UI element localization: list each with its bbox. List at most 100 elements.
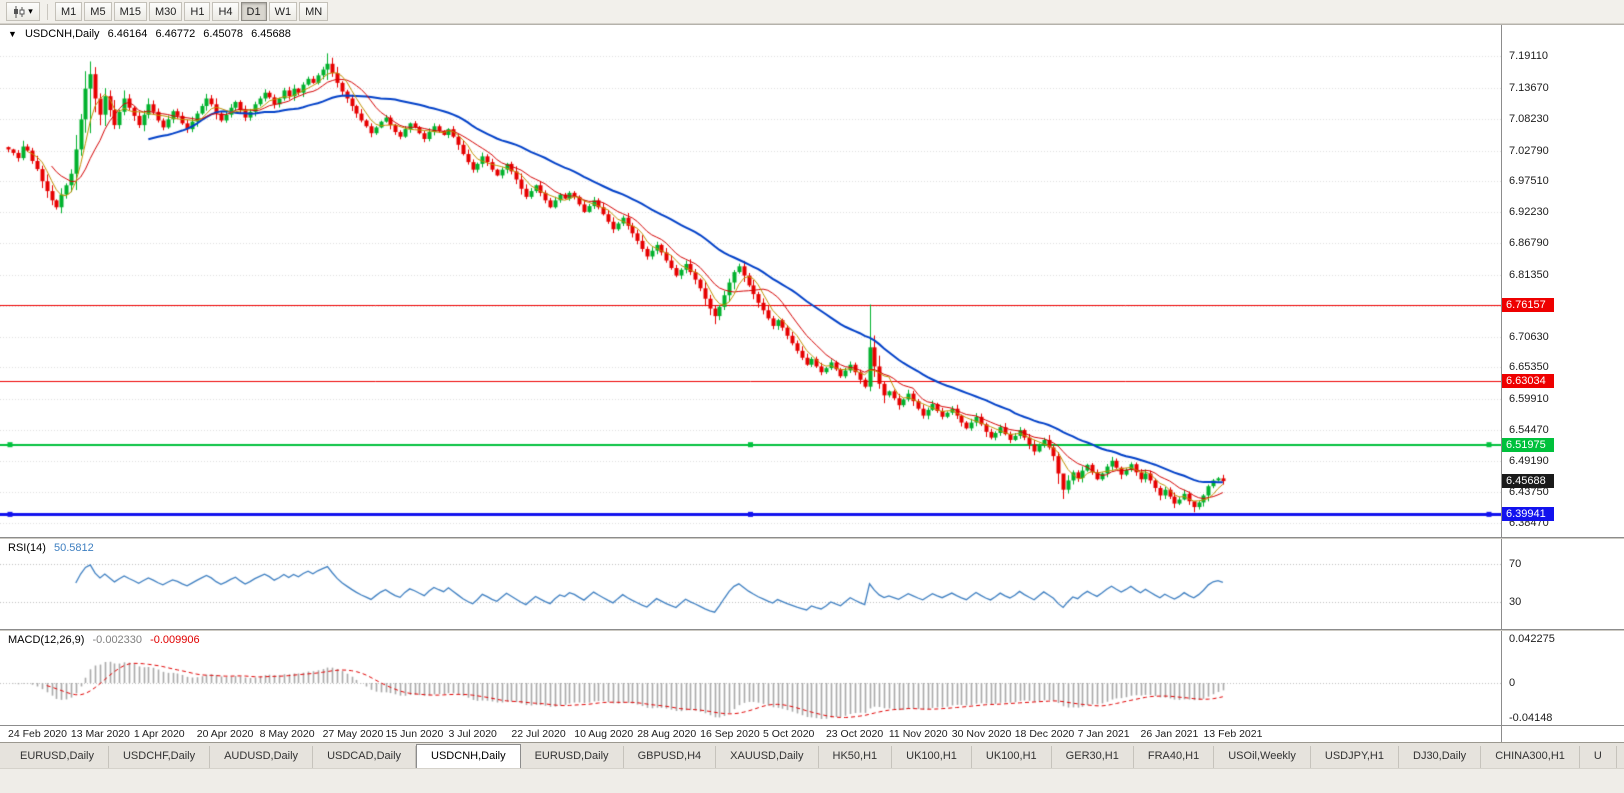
toolbar-separator — [47, 3, 48, 20]
chart-tab-fra40-h1-12[interactable]: FRA40,H1 — [1134, 746, 1215, 768]
chart-tab-dj30-daily-15[interactable]: DJ30,Daily — [1399, 746, 1482, 768]
timeframe-button-h1[interactable]: H1 — [184, 2, 211, 21]
date-axis-label: 18 Dec 2020 — [1014, 728, 1075, 740]
price-axis-label: 7.08230 — [1509, 113, 1549, 126]
price-axis-label: 6.92230 — [1509, 205, 1549, 218]
date-axis-label: 13 Mar 2020 — [70, 728, 130, 740]
date-axis-label: 24 Feb 2020 — [8, 728, 67, 740]
chart-tab-usdcad-daily-3[interactable]: USDCAD,Daily — [313, 746, 417, 768]
chart-tab-xauusd-daily-7[interactable]: XAUUSD,Daily — [716, 746, 819, 768]
rsi-plot[interactable]: RSI(14) 50.5812 — [0, 539, 1501, 629]
chart-tab-gbpusd-h4-6[interactable]: GBPUSD,H4 — [624, 746, 717, 768]
rsi-value: 50.5812 — [53, 542, 94, 554]
rsi-canvas[interactable] — [0, 539, 1501, 629]
price-axis-label: 6.70630 — [1509, 330, 1549, 343]
price-axis-label: 6.81350 — [1509, 268, 1549, 281]
date-axis-label: 20 Apr 2020 — [196, 728, 254, 740]
ohlc-low: 6.45078 — [203, 28, 244, 40]
price-axis-label: 6.86790 — [1509, 237, 1549, 250]
price-plot[interactable]: ▼ USDCNH,Daily 6.46164 6.46772 6.45078 6… — [0, 25, 1501, 537]
price-axis-label: 7.13670 — [1509, 81, 1549, 94]
macd-axis-label: -0.04148 — [1509, 712, 1553, 724]
candlestick-chart-icon — [14, 5, 25, 18]
date-axis-label: 7 Jan 2021 — [1077, 728, 1130, 740]
price-axis-label: 6.65350 — [1509, 361, 1549, 374]
pane-splitter-rsi[interactable] — [0, 537, 1624, 539]
chart-window: ▼ USDCNH,Daily 6.46164 6.46772 6.45078 6… — [0, 24, 1624, 742]
level-price-label: 6.76157 — [1502, 297, 1554, 312]
timeframe-button-m15[interactable]: M15 — [113, 2, 147, 21]
macd-axis-label: 0 — [1509, 677, 1516, 689]
date-axis-label: 30 Nov 2020 — [951, 728, 1012, 740]
price-axis-label: 6.54470 — [1509, 424, 1549, 437]
price-axis-label: 7.02790 — [1509, 144, 1549, 157]
chart-tab-audusd-daily-2[interactable]: AUDUSD,Daily — [210, 746, 314, 768]
date-axis-label: 11 Nov 2020 — [888, 728, 948, 740]
chart-tab-uk100-h1-9[interactable]: UK100,H1 — [892, 746, 972, 768]
date-axis-label: 13 Feb 2021 — [1203, 728, 1263, 740]
date-axis-label: 5 Oct 2020 — [763, 728, 815, 740]
date-axis-row: 24 Feb 2020 13 Mar 2020 1 Apr 2020 20 Apr 2… — [0, 725, 1624, 742]
macd-axis-label: 0.042275 — [1509, 633, 1555, 645]
chart-tab-u-17[interactable]: U — [1580, 746, 1617, 768]
level-price-label: 6.63034 — [1502, 373, 1554, 388]
price-axis: 7.19110 7.13670 7.08230 7.02790 6.97510 6.922… — [1501, 25, 1623, 537]
date-axis-label: 28 Aug 2020 — [637, 728, 697, 740]
chart-tab-eurusd-daily-0[interactable]: EURUSD,Daily — [6, 746, 109, 768]
date-axis-label: 8 May 2020 — [259, 728, 315, 740]
timeframe-button-m1[interactable]: M1 — [55, 2, 83, 21]
timeframe-buttons: M1 M5 M15 M30 H1 H4 D1 W1 MN — [55, 2, 329, 21]
chart-tab-hk50-h1-8[interactable]: HK50,H1 — [819, 746, 893, 768]
date-axis-label: 22 Jul 2020 — [511, 728, 566, 740]
chart-symbol-label: USDCNH,Daily — [24, 28, 100, 40]
timeframe-button-mn[interactable]: MN — [299, 2, 329, 21]
date-axis-label: 26 Jan 2021 — [1140, 728, 1199, 740]
date-axis-label: 10 Aug 2020 — [574, 728, 634, 740]
date-axis-label: 15 Jun 2020 — [385, 728, 444, 740]
macd-signal-value: -0.009906 — [150, 634, 200, 646]
price-axis-label: 6.43750 — [1509, 486, 1549, 499]
tab-bar: EURUSD,Daily USDCHF,Daily AUDUSD,Daily USDC… — [0, 742, 1624, 768]
collapse-icon[interactable]: ▼ — [8, 29, 17, 39]
price-pane: ▼ USDCNH,Daily 6.46164 6.46772 6.45078 6… — [0, 25, 1624, 537]
chart-tab-usoil-weekly-13[interactable]: USOil,Weekly — [1214, 746, 1311, 768]
rsi-axis-label: 70 — [1509, 558, 1522, 570]
rsi-axis: 70 30 — [1501, 539, 1623, 629]
date-axis-label: 3 Jul 2020 — [448, 728, 497, 740]
rsi-axis-label: 30 — [1509, 596, 1522, 608]
chart-tab-eurusd-daily-5[interactable]: EURUSD,Daily — [521, 746, 624, 768]
price-axis-label: 6.59910 — [1509, 392, 1549, 405]
price-axis-label: 7.19110 — [1509, 50, 1548, 63]
rsi-label: RSI(14) 50.5812 — [8, 542, 99, 554]
rsi-pane: RSI(14) 50.5812 70 30 — [0, 539, 1624, 629]
ohlc-open: 6.46164 — [107, 28, 148, 40]
current-price-label: 6.45688 — [1502, 474, 1554, 489]
ohlc-close: 6.45688 — [251, 28, 291, 40]
price-axis-label: 6.49190 — [1509, 454, 1549, 467]
macd-label: MACD(12,26,9) -0.002330 -0.009906 — [8, 634, 205, 646]
macd-plot[interactable]: MACD(12,26,9) -0.002330 -0.009906 — [0, 631, 1501, 725]
timeframe-button-d1[interactable]: D1 — [240, 2, 267, 21]
macd-name: MACD(12,26,9) — [8, 634, 85, 646]
timeframe-button-m5[interactable]: M5 — [84, 2, 112, 21]
timeframe-button-m30[interactable]: M30 — [148, 2, 183, 21]
timeframe-button-h4[interactable]: H4 — [212, 2, 239, 21]
macd-value: -0.002330 — [92, 634, 143, 646]
price-axis-label: 6.97510 — [1509, 175, 1549, 188]
chart-tab-usdcnh-daily-4[interactable]: USDCNH,Daily — [416, 744, 521, 768]
timeframe-button-w1[interactable]: W1 — [268, 2, 298, 21]
chart-tab-usdjpy-h1-14[interactable]: USDJPY,H1 — [1311, 746, 1399, 768]
pane-splitter-macd[interactable] — [0, 629, 1624, 631]
chart-tab-china300-h1-16[interactable]: CHINA300,H1 — [1481, 746, 1580, 768]
chart-tab-uk100-h1-10[interactable]: UK100,H1 — [972, 746, 1052, 768]
date-axis-label: 16 Sep 2020 — [700, 728, 760, 740]
chart-tab-usdchf-daily-1[interactable]: USDCHF,Daily — [109, 746, 211, 768]
date-axis-corner — [1501, 726, 1623, 742]
date-axis-label: 27 May 2020 — [322, 728, 384, 740]
chart-type-button[interactable]: ▾ — [6, 2, 40, 21]
chart-tab-ger30-h1-11[interactable]: GER30,H1 — [1052, 746, 1134, 768]
price-chart-canvas[interactable] — [0, 25, 1501, 537]
chevron-down-icon: ▾ — [28, 6, 33, 16]
macd-canvas[interactable] — [0, 631, 1501, 725]
date-axis-label: 23 Oct 2020 — [825, 728, 884, 740]
